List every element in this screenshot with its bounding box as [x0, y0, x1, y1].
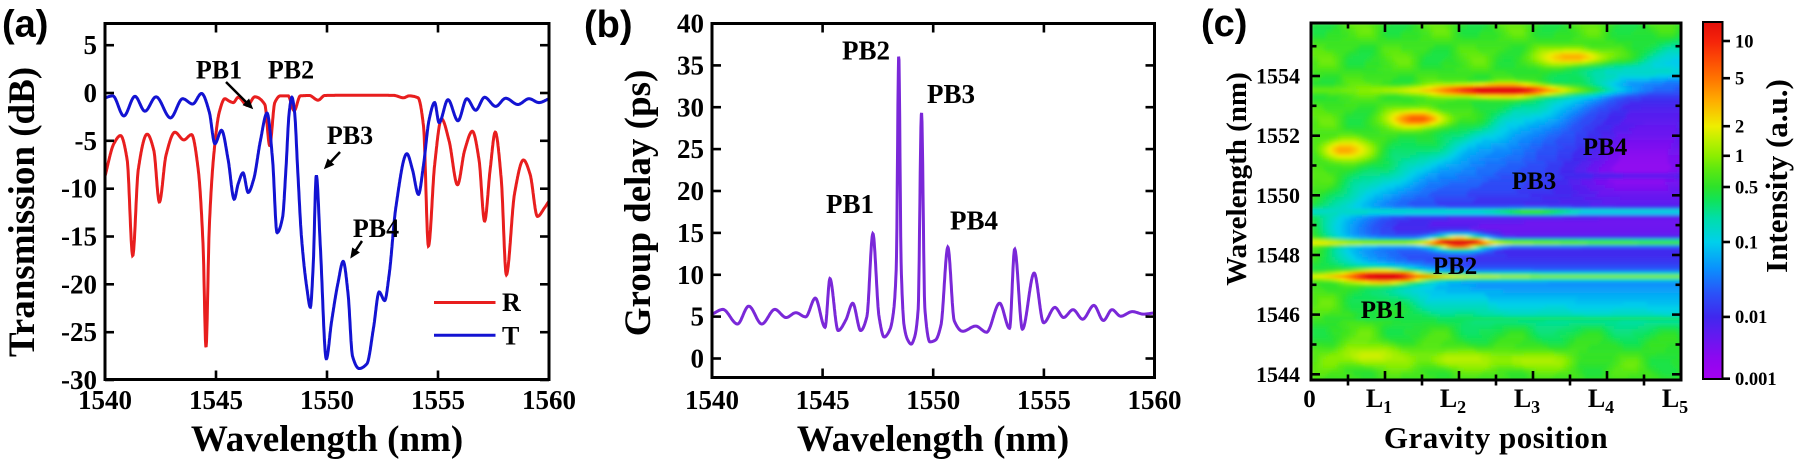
svg-text:PB1: PB1	[196, 56, 242, 85]
svg-text:1560: 1560	[1128, 385, 1182, 415]
svg-text:-25: -25	[61, 317, 97, 347]
svg-text:0: 0	[84, 78, 98, 108]
svg-text:0: 0	[1303, 386, 1316, 413]
svg-text:PB4: PB4	[1583, 134, 1628, 161]
svg-text:0.001: 0.001	[1735, 370, 1777, 390]
svg-text:10: 10	[677, 260, 704, 290]
svg-text:1555: 1555	[1017, 385, 1071, 415]
svg-text:PB2: PB2	[842, 36, 890, 66]
svg-text:1545: 1545	[796, 385, 850, 415]
svg-text:(b): (b)	[584, 4, 633, 46]
svg-text:1544: 1544	[1256, 362, 1300, 387]
svg-text:35: 35	[677, 50, 704, 80]
svg-text:1540: 1540	[78, 385, 132, 415]
svg-text:Transmission (dB): Transmission (dB)	[2, 67, 43, 357]
svg-text:5: 5	[84, 30, 98, 60]
svg-text:1540: 1540	[685, 385, 739, 415]
svg-text:Wavelength (nm): Wavelength (nm)	[797, 419, 1069, 460]
svg-text:1: 1	[1735, 147, 1744, 167]
svg-text:Intensity (a.u.): Intensity (a.u.)	[1759, 79, 1794, 273]
svg-text:-10: -10	[61, 174, 97, 204]
svg-text:5: 5	[1735, 70, 1744, 90]
svg-text:0: 0	[691, 344, 705, 374]
svg-text:1545: 1545	[189, 385, 243, 415]
svg-text:PB3: PB3	[327, 121, 373, 150]
svg-text:0.1: 0.1	[1735, 233, 1758, 253]
svg-text:15: 15	[677, 218, 704, 248]
svg-text:Group delay (ps): Group delay (ps)	[618, 70, 659, 337]
svg-text:1548: 1548	[1256, 242, 1300, 267]
svg-text:Wavelength (nm): Wavelength (nm)	[191, 419, 463, 460]
svg-text:PB2: PB2	[1433, 253, 1477, 280]
svg-text:(c): (c)	[1201, 3, 1247, 45]
svg-text:-5: -5	[75, 126, 98, 156]
svg-text:10: 10	[1735, 32, 1754, 52]
svg-text:5: 5	[691, 302, 705, 332]
svg-text:PB3: PB3	[927, 79, 975, 109]
svg-text:20: 20	[677, 176, 704, 206]
svg-text:2: 2	[1735, 118, 1744, 138]
svg-text:1550: 1550	[906, 385, 960, 415]
svg-text:-20: -20	[61, 269, 97, 299]
svg-text:30: 30	[677, 92, 704, 122]
svg-text:1560: 1560	[522, 385, 576, 415]
svg-text:40: 40	[677, 9, 704, 39]
svg-text:R: R	[502, 288, 521, 317]
svg-text:PB2: PB2	[268, 56, 314, 85]
svg-text:0.01: 0.01	[1735, 308, 1767, 328]
svg-text:25: 25	[677, 134, 704, 164]
svg-text:Wavelength (nm): Wavelength (nm)	[1221, 72, 1253, 285]
svg-text:1550: 1550	[300, 385, 354, 415]
svg-text:(a): (a)	[2, 4, 48, 46]
svg-text:PB4: PB4	[353, 214, 399, 243]
svg-text:PB1: PB1	[1361, 297, 1405, 324]
svg-text:PB1: PB1	[826, 189, 874, 219]
svg-text:Gravity position: Gravity position	[1384, 420, 1608, 455]
svg-text:-15: -15	[61, 222, 97, 252]
svg-text:-30: -30	[61, 365, 97, 395]
svg-text:PB4: PB4	[950, 206, 998, 236]
svg-text:1550: 1550	[1256, 183, 1300, 208]
svg-text:PB3: PB3	[1512, 168, 1556, 195]
svg-text:1554: 1554	[1256, 64, 1300, 89]
svg-text:0.5: 0.5	[1735, 178, 1758, 198]
svg-text:1546: 1546	[1256, 302, 1300, 327]
svg-text:T: T	[502, 322, 519, 351]
svg-text:1552: 1552	[1256, 123, 1300, 148]
svg-text:1555: 1555	[411, 385, 465, 415]
